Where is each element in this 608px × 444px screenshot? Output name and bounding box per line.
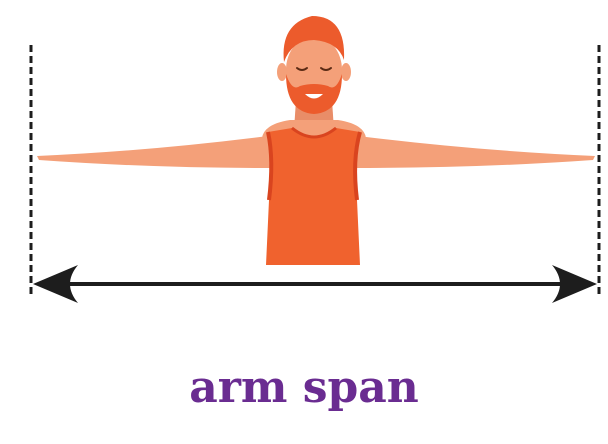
tank-top-trim: [291, 126, 337, 139]
mouth: [305, 94, 323, 99]
left-ear: [277, 63, 287, 81]
right-eye: [320, 67, 332, 71]
person-figure: [37, 16, 595, 265]
right-armhole: [353, 131, 362, 201]
right-ear: [341, 63, 351, 81]
double-headed-arrow-icon: [33, 265, 597, 303]
tank-top: [266, 128, 360, 265]
caption-label: arm span: [189, 362, 419, 413]
left-arm: [37, 136, 270, 168]
right-arm: [356, 136, 595, 168]
left-eye: [296, 67, 308, 71]
hair: [283, 16, 345, 62]
left-armhole: [266, 131, 274, 201]
